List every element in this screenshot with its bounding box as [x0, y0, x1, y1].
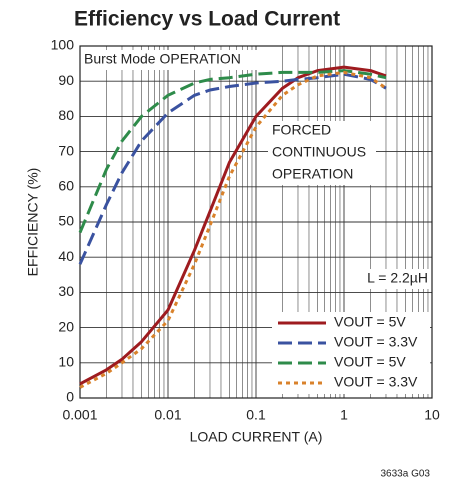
- footnote: 3633a G03: [381, 469, 431, 480]
- y-tick-label: 10: [58, 354, 74, 370]
- x-tick-label: 0.01: [154, 407, 181, 423]
- annotation: FORCED: [272, 122, 331, 138]
- plot-frame: [79, 45, 433, 399]
- series-line: [79, 70, 387, 389]
- annotation: Burst Mode OPERATION: [84, 51, 241, 67]
- y-tick-label: 20: [58, 318, 74, 334]
- legend-background: [272, 312, 430, 394]
- x-tick-label: 1: [340, 407, 348, 423]
- annotation-background: [268, 121, 376, 185]
- x-tick-label: 0.1: [246, 407, 266, 423]
- y-tick-label: 50: [58, 213, 74, 229]
- legend-label: VOUT = 3.3V: [334, 334, 418, 350]
- y-tick-label: 30: [58, 283, 74, 299]
- annotation: L = 2.2µH: [367, 270, 428, 286]
- y-tick-label: 40: [58, 248, 74, 264]
- series-line: [79, 65, 387, 386]
- x-tick-label: 10: [424, 407, 440, 423]
- x-axis-label: LOAD CURRENT (A): [190, 429, 323, 445]
- y-tick-label: 100: [51, 37, 75, 53]
- legend-label: VOUT = 5V: [334, 354, 406, 370]
- legend-label: VOUT = 5V: [334, 314, 406, 330]
- annotation: CONTINUOUS: [272, 144, 366, 160]
- annotation: OPERATION: [272, 166, 353, 182]
- y-axis-label: EFFICIENCY (%): [25, 168, 41, 277]
- y-tick-label: 70: [58, 142, 74, 158]
- series-line: [78, 69, 387, 234]
- series-line: [78, 72, 387, 265]
- x-tick-label: 0.001: [62, 407, 97, 423]
- y-tick-label: 80: [58, 107, 74, 123]
- chart-title: Efficiency vs Load Current: [74, 8, 340, 31]
- y-tick-label: 0: [66, 389, 74, 405]
- legend-label: VOUT = 3.3V: [334, 374, 418, 390]
- y-tick-label: 60: [58, 178, 74, 194]
- y-tick-label: 90: [58, 72, 74, 88]
- annotation-background: [82, 50, 264, 70]
- annotation-background: [364, 269, 430, 289]
